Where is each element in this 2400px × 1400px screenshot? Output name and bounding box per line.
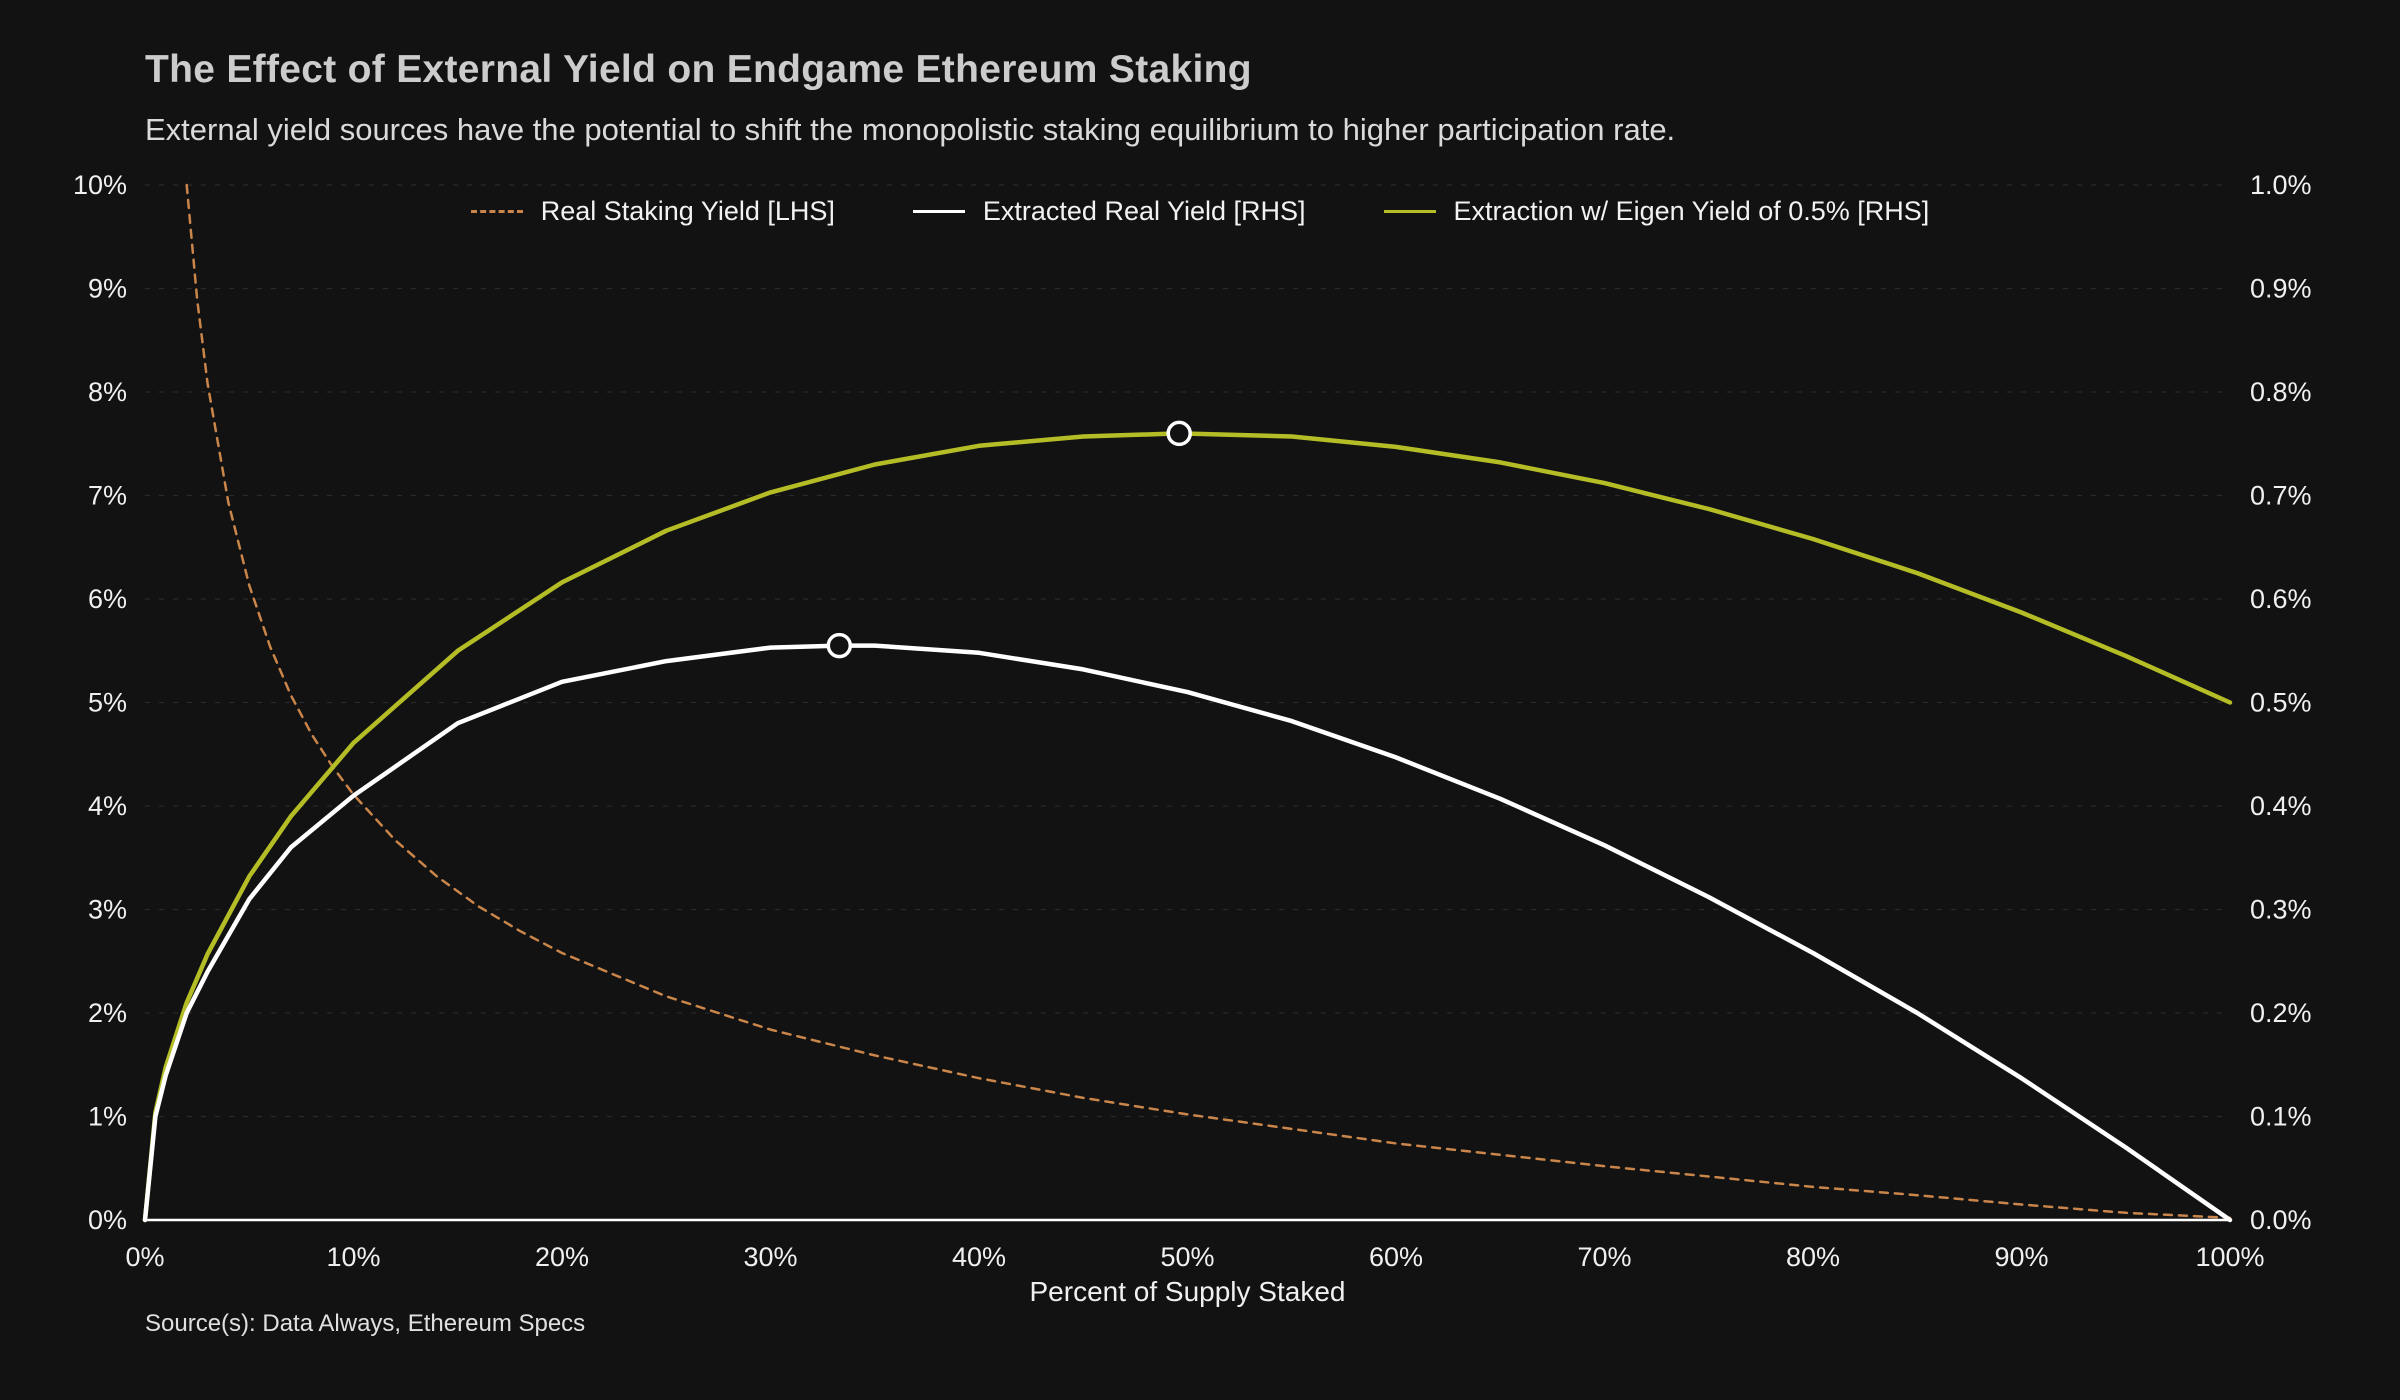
x-axis-tick-label: 40%	[952, 1242, 1006, 1272]
x-axis-tick-label: 100%	[2195, 1242, 2264, 1272]
series-extraction-w-eigen-yield-of-0-5-rhs	[142, 431, 2233, 1223]
left-axis-tick-label: 4%	[88, 791, 127, 821]
right-axis-tick-label: 0.4%	[2250, 791, 2312, 821]
right-axis-tick-label: 0.1%	[2250, 1102, 2312, 1132]
x-axis-tick-label: 90%	[1994, 1242, 2048, 1272]
legend-item-extracted-real-yield: Extracted Real Yield [RHS]	[912, 196, 1306, 227]
legend: Real Staking Yield [LHS] Extracted Real …	[0, 196, 2400, 227]
x-axis-tick-label: 70%	[1577, 1242, 1631, 1272]
x-axis-title: Percent of Supply Staked	[1029, 1276, 1346, 1307]
right-axis-tick-label: 0.7%	[2250, 481, 2312, 511]
x-axis-tick-label: 10%	[326, 1242, 380, 1272]
legend-label: Real Staking Yield [LHS]	[540, 196, 835, 226]
left-axis-tick-label: 0%	[88, 1205, 127, 1235]
right-axis-tick-label: 1.0%	[2250, 170, 2312, 200]
right-axis-tick-label: 0.9%	[2250, 274, 2312, 304]
x-axis-tick-label: 80%	[1786, 1242, 1840, 1272]
legend-label: Extraction w/ Eigen Yield of 0.5% [RHS]	[1453, 196, 1930, 226]
legend-line-solid-icon	[912, 210, 965, 213]
right-axis-tick-label: 0.3%	[2250, 895, 2312, 925]
legend-item-real-staking-yield: Real Staking Yield [LHS]	[470, 196, 835, 227]
left-axis-tick-label: 2%	[88, 998, 127, 1028]
left-axis-tick-label: 3%	[88, 895, 127, 925]
chart-title: The Effect of External Yield on Endgame …	[145, 48, 1252, 91]
left-axis-tick-label: 6%	[88, 584, 127, 614]
legend-label: Extracted Real Yield [RHS]	[982, 196, 1306, 226]
x-axis-tick-label: 20%	[535, 1242, 589, 1272]
x-axis-tick-label: 60%	[1369, 1242, 1423, 1272]
left-axis-tick-label: 10%	[73, 170, 127, 200]
peak-marker	[1166, 420, 1192, 447]
series-real-staking-yield-lhs	[185, 183, 2232, 1220]
left-axis-tick-label: 7%	[88, 481, 127, 511]
x-axis-tick-label: 50%	[1160, 1242, 1214, 1272]
right-axis-tick-label: 0.8%	[2250, 377, 2312, 407]
x-axis-tick-label: 30%	[743, 1242, 797, 1272]
left-axis-tick-label: 8%	[88, 377, 127, 407]
right-axis-tick-label: 0.6%	[2250, 584, 2312, 614]
legend-line-dashed-icon	[470, 210, 523, 213]
left-axis-tick-label: 1%	[88, 1102, 127, 1132]
legend-item-extraction-eigen-yield: Extraction w/ Eigen Yield of 0.5% [RHS]	[1383, 196, 1930, 227]
left-axis-tick-label: 5%	[88, 688, 127, 718]
legend-line-solid-icon	[1383, 210, 1436, 213]
right-axis-tick-label: 0.2%	[2250, 998, 2312, 1028]
left-axis-tick-label: 9%	[88, 274, 127, 304]
right-axis-tick-label: 0.0%	[2250, 1205, 2312, 1235]
series-extracted-real-yield-rhs	[142, 643, 2233, 1223]
peak-marker	[826, 632, 853, 659]
x-axis-tick-label: 0%	[125, 1242, 164, 1272]
right-axis-tick-label: 0.5%	[2250, 688, 2312, 718]
source-note: Source(s): Data Always, Ethereum Specs	[145, 1310, 586, 1337]
chart-subtitle: External yield sources have the potentia…	[145, 112, 1676, 147]
